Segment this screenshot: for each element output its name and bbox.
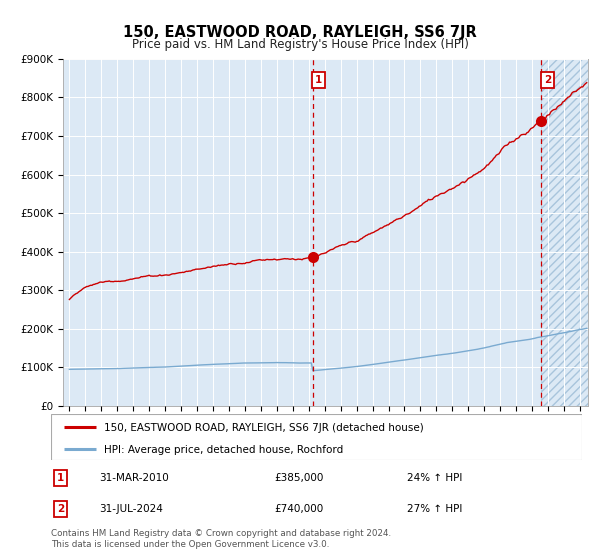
Text: Contains HM Land Registry data © Crown copyright and database right 2024.
This d: Contains HM Land Registry data © Crown c…: [51, 529, 391, 549]
Text: 27% ↑ HPI: 27% ↑ HPI: [407, 504, 462, 514]
Text: 1: 1: [57, 473, 64, 483]
FancyBboxPatch shape: [51, 414, 582, 460]
Text: £740,000: £740,000: [274, 504, 323, 514]
Text: 150, EASTWOOD ROAD, RAYLEIGH, SS6 7JR: 150, EASTWOOD ROAD, RAYLEIGH, SS6 7JR: [123, 25, 477, 40]
Text: 31-MAR-2010: 31-MAR-2010: [99, 473, 169, 483]
Bar: [541, 59, 590, 406]
Text: 31-JUL-2024: 31-JUL-2024: [99, 504, 163, 514]
Bar: [541, 59, 590, 406]
Text: Price paid vs. HM Land Registry's House Price Index (HPI): Price paid vs. HM Land Registry's House …: [131, 38, 469, 51]
Text: 1: 1: [315, 75, 322, 85]
Text: 150, EASTWOOD ROAD, RAYLEIGH, SS6 7JR (detached house): 150, EASTWOOD ROAD, RAYLEIGH, SS6 7JR (d…: [104, 423, 424, 433]
Text: HPI: Average price, detached house, Rochford: HPI: Average price, detached house, Roch…: [104, 445, 343, 455]
Text: 2: 2: [57, 504, 64, 514]
Text: £385,000: £385,000: [274, 473, 323, 483]
Text: 24% ↑ HPI: 24% ↑ HPI: [407, 473, 462, 483]
Text: 2: 2: [544, 75, 551, 85]
